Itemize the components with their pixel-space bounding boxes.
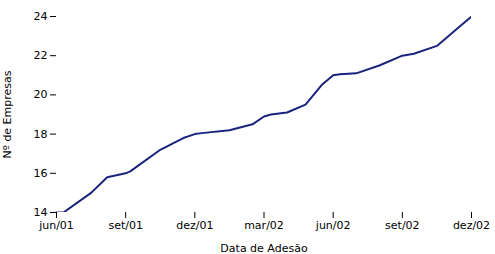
svg-text:Data de Adesão: Data de Adesão	[220, 242, 308, 254]
svg-text:dez/02: dez/02	[453, 219, 490, 232]
svg-text:16: 16	[34, 167, 48, 180]
svg-text:jun/01: jun/01	[38, 219, 74, 232]
svg-text:Nº de Empresas: Nº de Empresas	[1, 70, 14, 158]
svg-text:18: 18	[34, 128, 48, 141]
svg-text:set/01: set/01	[108, 219, 143, 232]
svg-text:22: 22	[34, 49, 48, 62]
svg-text:14: 14	[34, 206, 48, 219]
svg-text:mar/02: mar/02	[244, 219, 284, 232]
svg-text:dez/01: dez/01	[176, 219, 213, 232]
svg-text:24: 24	[34, 10, 48, 23]
svg-text:set/02: set/02	[385, 219, 420, 232]
svg-text:jun/02: jun/02	[315, 219, 351, 232]
svg-text:20: 20	[34, 88, 48, 101]
